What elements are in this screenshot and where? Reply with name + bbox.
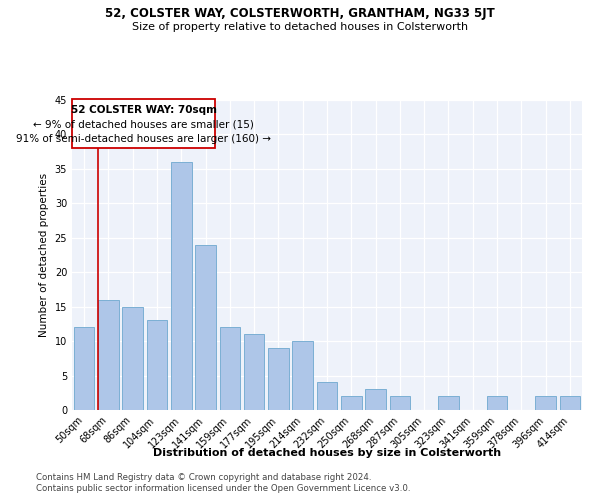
Bar: [317, 382, 337, 410]
Bar: [341, 396, 362, 410]
Text: 52 COLSTER WAY: 70sqm: 52 COLSTER WAY: 70sqm: [71, 106, 217, 116]
Bar: [171, 162, 191, 410]
Text: Contains public sector information licensed under the Open Government Licence v3: Contains public sector information licen…: [36, 484, 410, 493]
Bar: [292, 341, 313, 410]
Bar: [244, 334, 265, 410]
Bar: [268, 348, 289, 410]
Bar: [535, 396, 556, 410]
Text: ← 9% of detached houses are smaller (15): ← 9% of detached houses are smaller (15): [33, 120, 254, 130]
Bar: [220, 328, 240, 410]
Bar: [560, 396, 580, 410]
FancyBboxPatch shape: [72, 98, 215, 148]
Text: Distribution of detached houses by size in Colsterworth: Distribution of detached houses by size …: [153, 448, 501, 458]
Text: 52, COLSTER WAY, COLSTERWORTH, GRANTHAM, NG33 5JT: 52, COLSTER WAY, COLSTERWORTH, GRANTHAM,…: [105, 8, 495, 20]
Text: Contains HM Land Registry data © Crown copyright and database right 2024.: Contains HM Land Registry data © Crown c…: [36, 472, 371, 482]
Bar: [438, 396, 459, 410]
Text: Size of property relative to detached houses in Colsterworth: Size of property relative to detached ho…: [132, 22, 468, 32]
Y-axis label: Number of detached properties: Number of detached properties: [39, 173, 49, 337]
Bar: [74, 328, 94, 410]
Bar: [146, 320, 167, 410]
Bar: [487, 396, 508, 410]
Bar: [365, 390, 386, 410]
Text: 91% of semi-detached houses are larger (160) →: 91% of semi-detached houses are larger (…: [16, 134, 271, 144]
Bar: [389, 396, 410, 410]
Bar: [195, 244, 216, 410]
Bar: [122, 306, 143, 410]
Bar: [98, 300, 119, 410]
